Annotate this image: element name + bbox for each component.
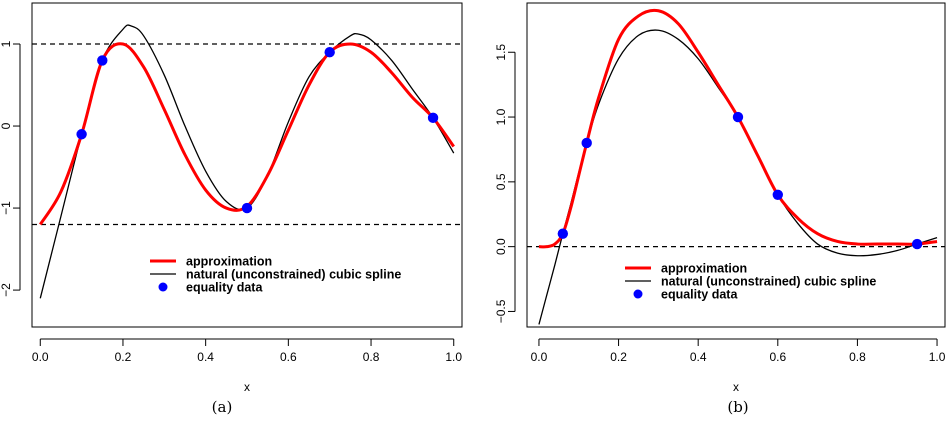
- equality-data-point: [76, 129, 87, 140]
- x-axis-label: x: [244, 380, 250, 394]
- x-tick-label: 1.0: [929, 350, 946, 364]
- y-tick-label: 1: [0, 40, 13, 47]
- y-tick-label: −0.5: [494, 299, 508, 323]
- plot-area: [527, 8, 945, 325]
- y-tick-label: 0: [0, 122, 13, 129]
- y-tick-label: −1: [0, 201, 13, 215]
- y-tick-label: 0.0: [494, 238, 508, 255]
- x-tick-label: 1.0: [445, 350, 462, 364]
- x-tick-label: 0.2: [115, 350, 132, 364]
- legend-swatch-equality-data: [158, 282, 168, 292]
- plot-area: [32, 24, 462, 299]
- figure-caption: (b): [727, 398, 748, 416]
- y-tick-label: 1.5: [494, 44, 508, 61]
- legend-label: natural (unconstrained) cubic spline: [186, 268, 401, 282]
- figure-caption: (a): [212, 398, 233, 416]
- equality-data-point: [97, 55, 108, 66]
- x-tick-label: 0.4: [197, 350, 214, 364]
- legend-label: natural (unconstrained) cubic spline: [661, 275, 876, 289]
- equality-data-point: [911, 238, 923, 250]
- x-axis-label: x: [733, 380, 739, 394]
- equality-data-point: [557, 228, 569, 239]
- x-tick-label: 0.2: [610, 350, 627, 364]
- plot-frame: [526, 2, 946, 328]
- x-tick-label: 0.8: [363, 350, 380, 364]
- equality-data-point: [427, 112, 439, 124]
- y-tick-label: 0.5: [494, 173, 508, 190]
- legend-label: approximation: [186, 255, 272, 269]
- x-tick-label: 0.6: [280, 350, 297, 364]
- chart-panel-b: 0.0 0.2 0.4 0.6 0.8 1.0 x −0.5 0.0 0.5 1.0 1.5 appro…: [494, 2, 946, 416]
- equality-data-point: [324, 47, 335, 58]
- chart-panel-a: 0.0 0.2 0.4 0.6 0.8 1.0 x −2 −1 0 1 approximationna…: [0, 2, 463, 416]
- legend-label: equality data: [661, 288, 738, 302]
- legend-label: approximation: [661, 262, 747, 276]
- series-line-approximation: [538, 8, 938, 249]
- x-tick-label: 0.6: [769, 350, 786, 364]
- equality-data-point: [241, 202, 253, 214]
- x-tick-label: 0.4: [690, 350, 707, 364]
- plot-frame: [31, 2, 463, 328]
- x-tick-label: 0.0: [32, 350, 49, 364]
- series-line-approximation: [39, 42, 455, 226]
- legend-label: equality data: [186, 281, 263, 295]
- equality-data-point: [772, 189, 783, 201]
- y-tick-label: −2: [0, 283, 13, 297]
- y-tick-label: 1.0: [494, 108, 508, 125]
- legend-swatch-equality-data: [633, 289, 643, 299]
- x-tick-label: 0.8: [849, 350, 866, 364]
- equality-data-point: [581, 137, 592, 149]
- x-tick-label: 0.0: [531, 350, 548, 364]
- equality-data-point: [732, 111, 744, 123]
